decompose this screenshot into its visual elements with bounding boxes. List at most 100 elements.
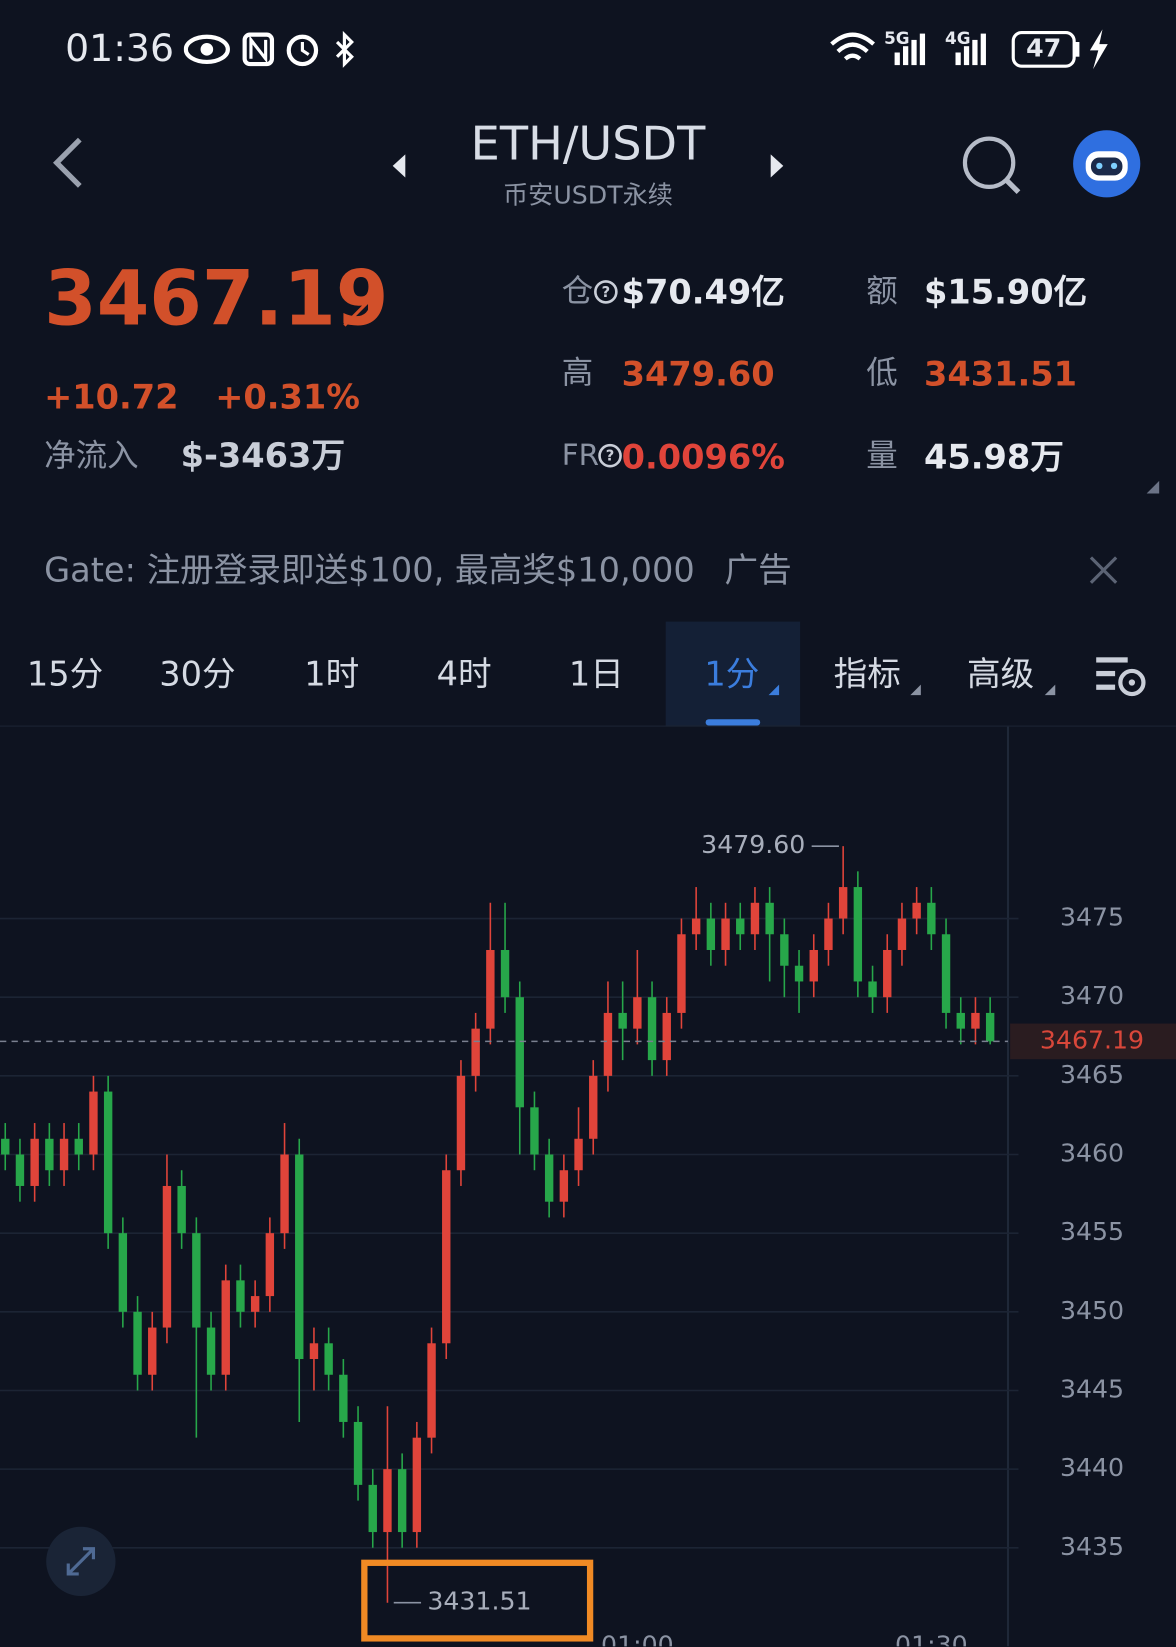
candle-body bbox=[295, 1154, 304, 1360]
ad-close[interactable] bbox=[1087, 553, 1121, 587]
net-inflow: $-3463万 bbox=[180, 435, 346, 476]
candle-body bbox=[515, 997, 524, 1108]
next-pair[interactable] bbox=[766, 152, 787, 179]
tab[interactable]: 1时 bbox=[304, 654, 360, 695]
candle-body bbox=[677, 934, 686, 1013]
candle-body bbox=[853, 887, 863, 982]
network-4g: 4G bbox=[944, 28, 971, 49]
candle-body bbox=[927, 902, 936, 935]
candle-body bbox=[780, 934, 789, 966]
y-tick-label: 3470 bbox=[1060, 981, 1124, 1010]
y-tick-label: 3440 bbox=[1060, 1453, 1124, 1482]
stat-label: FR bbox=[561, 437, 600, 473]
svg-text:?: ? bbox=[606, 448, 615, 465]
candle-body bbox=[45, 1138, 54, 1171]
high-label: 3479.60 bbox=[701, 830, 805, 859]
candle-body bbox=[486, 949, 495, 1029]
candle-body bbox=[427, 1343, 436, 1438]
stat-value: 45.98万 bbox=[923, 436, 1064, 477]
candle-body bbox=[633, 997, 642, 1029]
svg-text:?: ? bbox=[602, 284, 611, 301]
search-button[interactable] bbox=[958, 131, 1025, 198]
candle-body bbox=[530, 1107, 539, 1155]
candle-body bbox=[206, 1327, 216, 1375]
candle-body bbox=[574, 1138, 583, 1171]
y-tick-label: 3465 bbox=[1060, 1060, 1124, 1089]
active-tab-indicator bbox=[705, 719, 761, 726]
back-button[interactable] bbox=[42, 131, 94, 194]
candle-body bbox=[971, 1012, 980, 1029]
candle-body bbox=[397, 1469, 407, 1533]
tab[interactable]: 高级 bbox=[967, 654, 1035, 695]
y-tick-label: 3475 bbox=[1060, 903, 1124, 932]
candle-body bbox=[603, 1012, 613, 1076]
candle-body bbox=[383, 1469, 392, 1533]
active-tab-bg bbox=[665, 621, 801, 727]
chart-settings[interactable] bbox=[1092, 653, 1149, 699]
candle-body bbox=[838, 887, 848, 919]
candle-body bbox=[941, 934, 951, 1013]
stat-label: 低 bbox=[866, 354, 898, 392]
ad-text[interactable]: Gate: 注册登录即送$100, 最高奖$10,000 bbox=[44, 550, 695, 591]
price-change-percent: +0.31% bbox=[215, 376, 360, 417]
avatar-button[interactable] bbox=[1071, 128, 1142, 199]
last-price-tag bbox=[1010, 1023, 1176, 1060]
candle-body bbox=[412, 1437, 422, 1533]
candle-body bbox=[544, 1154, 554, 1202]
tab[interactable]: 指标 bbox=[833, 654, 901, 695]
price-change: +10.72 bbox=[44, 376, 179, 417]
y-tick-label: 3450 bbox=[1060, 1296, 1124, 1325]
candle-body bbox=[59, 1138, 69, 1171]
candle-body bbox=[177, 1185, 186, 1234]
stat-label: 量 bbox=[866, 437, 898, 475]
price-up-arrow bbox=[343, 298, 372, 327]
candle-body bbox=[618, 1012, 627, 1029]
stat-label: 额 bbox=[866, 273, 898, 310]
tab[interactable]: 15分 bbox=[26, 654, 104, 695]
candle-body bbox=[236, 1280, 245, 1312]
candle-body bbox=[89, 1091, 98, 1155]
last-price: 3467.19 bbox=[44, 254, 389, 343]
candle-body bbox=[442, 1170, 451, 1344]
highlight-box bbox=[361, 1559, 594, 1642]
status-right-icons bbox=[830, 29, 1108, 70]
info-icon[interactable]: ? bbox=[592, 278, 619, 305]
y-tick-label: 3445 bbox=[1060, 1374, 1124, 1403]
candle-body bbox=[897, 918, 907, 950]
candle-body bbox=[221, 1280, 230, 1375]
candle-body bbox=[794, 965, 804, 982]
stat-value: $15.90亿 bbox=[923, 271, 1088, 312]
ad-tag: 广告 bbox=[724, 550, 792, 591]
candle-body bbox=[456, 1075, 466, 1171]
candle-body bbox=[192, 1233, 201, 1328]
candle-body bbox=[368, 1484, 377, 1533]
candle-body bbox=[500, 949, 510, 998]
stat-value: $70.49亿 bbox=[621, 271, 785, 312]
tab[interactable]: 30分 bbox=[159, 654, 236, 695]
info-icon[interactable]: ? bbox=[596, 442, 623, 469]
tab[interactable]: 4时 bbox=[436, 654, 492, 695]
battery-level: 47 bbox=[1026, 33, 1062, 63]
tab[interactable]: 1日 bbox=[568, 654, 624, 695]
y-tick-label: 3460 bbox=[1060, 1139, 1124, 1168]
stat-value: 0.0096% bbox=[621, 436, 785, 477]
candle-body bbox=[956, 1012, 965, 1029]
stat-label: 高 bbox=[561, 354, 594, 392]
prev-pair[interactable] bbox=[388, 152, 409, 179]
expand-corner[interactable] bbox=[1146, 480, 1162, 496]
candle-body bbox=[765, 902, 774, 935]
candle-body bbox=[162, 1185, 172, 1328]
candle-body bbox=[883, 949, 892, 998]
candle-body bbox=[103, 1091, 113, 1234]
status-time: 01:36 bbox=[65, 27, 175, 71]
stat-label: 仓 bbox=[561, 273, 594, 310]
candle-body bbox=[985, 1012, 995, 1042]
divider bbox=[0, 725, 1176, 727]
candle-body bbox=[647, 997, 657, 1061]
pair-subtitle: 币安USDT永续 bbox=[502, 180, 674, 210]
candle-body bbox=[1, 1138, 10, 1155]
fullscreen-button[interactable] bbox=[45, 1526, 116, 1597]
tab-active[interactable]: 1分 bbox=[704, 654, 760, 695]
